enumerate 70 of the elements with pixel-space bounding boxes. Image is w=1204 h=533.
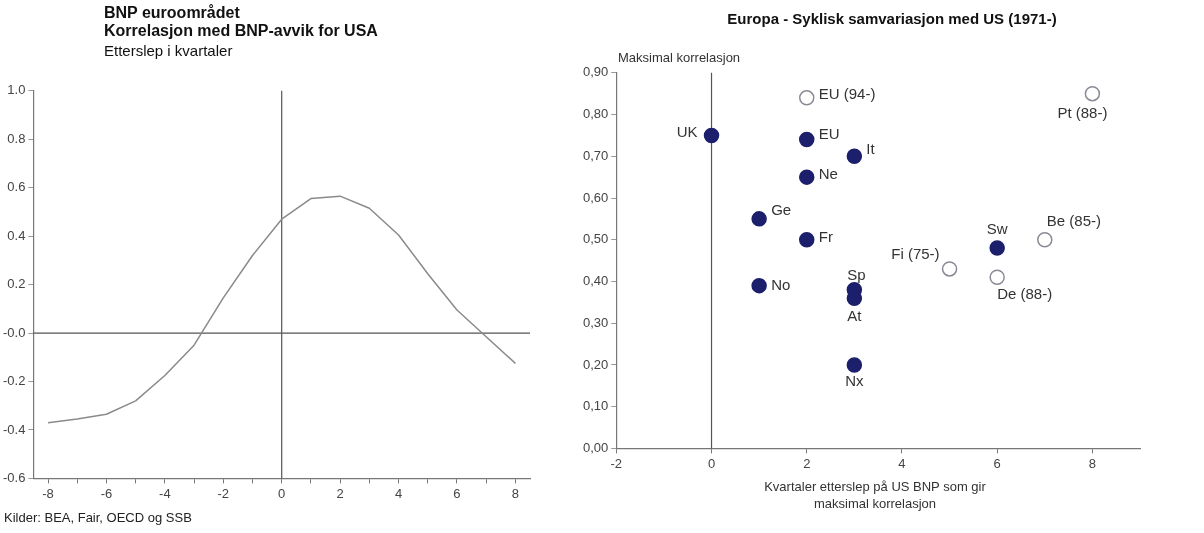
annotation: Fi (75-): [891, 245, 940, 263]
annotation: EU: [818, 124, 840, 142]
x-tick-label: 0: [278, 485, 286, 501]
point: [798, 90, 815, 106]
x-tick-label: -2: [217, 485, 230, 501]
y-tick-label: -0.0: [2, 324, 26, 340]
y-tick-label: 0,40: [582, 273, 609, 289]
y-axis-title: Maksimal korrelasjon: [618, 50, 741, 65]
point: [751, 211, 767, 227]
y-tick-label: -0.4: [2, 421, 26, 437]
chart-title: Europa - Syklisk samvariasjon med US (1971-): [726, 10, 1058, 27]
annotation: It: [866, 140, 876, 158]
x-tick-label: -4: [159, 485, 171, 501]
y-tick-label: 0.8: [7, 130, 26, 146]
x-tick-label: 6: [453, 485, 461, 501]
annotation: Fr: [818, 227, 833, 245]
x-tick-label: 8: [1088, 455, 1097, 471]
annotation: Sp: [847, 265, 866, 283]
point: [798, 131, 815, 148]
x-tick-label: 2: [803, 455, 811, 471]
y-tick-label: 0,70: [582, 147, 609, 163]
y-tick-label: 0,50: [582, 231, 609, 247]
x-tick-label: -2: [610, 455, 623, 471]
y-tick-label: 0,10: [582, 398, 609, 414]
y-tick-label: 0,00: [582, 439, 609, 455]
point: [703, 127, 720, 144]
annotation: Nx: [845, 372, 865, 390]
chart-subtitle: Etterslep i kvartaler: [104, 42, 233, 60]
y-tick-label: 0.6: [7, 179, 26, 195]
y-tick-label: -0.6: [2, 469, 26, 485]
annotation: At: [847, 307, 863, 325]
y-tick-label: 0,80: [582, 106, 609, 122]
point: [798, 231, 815, 248]
point: [751, 277, 767, 294]
x-tick-label: 0: [707, 455, 716, 471]
y-tick-label: 0,30: [582, 314, 609, 330]
annotation: No: [771, 275, 791, 293]
annotation: Ge: [771, 201, 792, 219]
point: [941, 261, 958, 277]
point: [846, 148, 863, 165]
text: Kilder: BEA, Fair, OECD og SSB: [4, 510, 192, 525]
y-tick-label: -0.2: [2, 373, 26, 389]
point: [798, 169, 815, 185]
point: [989, 269, 1005, 286]
y-tick-label: 0,20: [582, 356, 609, 372]
y-tick-label: 0,90: [582, 64, 609, 80]
chart-title: BNP euroområdet Korrelasjon med BNP-avvik for USA: [104, 4, 378, 40]
annotation: Be (85-): [1046, 211, 1101, 229]
x-tick-label: 8: [511, 485, 520, 501]
annotation: UK: [676, 122, 698, 140]
x-tick-label: 4: [898, 455, 906, 471]
point: [846, 357, 863, 373]
x-axis-title: Kvartaler etterslep på US BNP som gir maksimal korrelasjon: [763, 478, 987, 512]
x-tick-label: 6: [993, 455, 1001, 471]
x-tick-label: -8: [42, 485, 54, 501]
x-tick-label: 4: [394, 485, 403, 501]
point: [1037, 231, 1053, 248]
annotation: Pt (88-): [1057, 103, 1108, 121]
point: [1084, 85, 1101, 102]
y-tick-label: 0.2: [7, 276, 26, 292]
annotation: De (88-): [997, 285, 1053, 303]
x-tick-label: 2: [336, 485, 344, 501]
y-tick-label: 0.4: [7, 227, 26, 243]
x-tick-label: -6: [100, 485, 113, 501]
annotation: EU (94-): [818, 84, 876, 102]
annotation: Sw: [986, 220, 1008, 238]
y-tick-label: 1.0: [7, 82, 26, 98]
y-tick-label: 0,60: [582, 189, 609, 205]
annotation: Ne: [818, 165, 838, 183]
point: [989, 240, 1005, 256]
